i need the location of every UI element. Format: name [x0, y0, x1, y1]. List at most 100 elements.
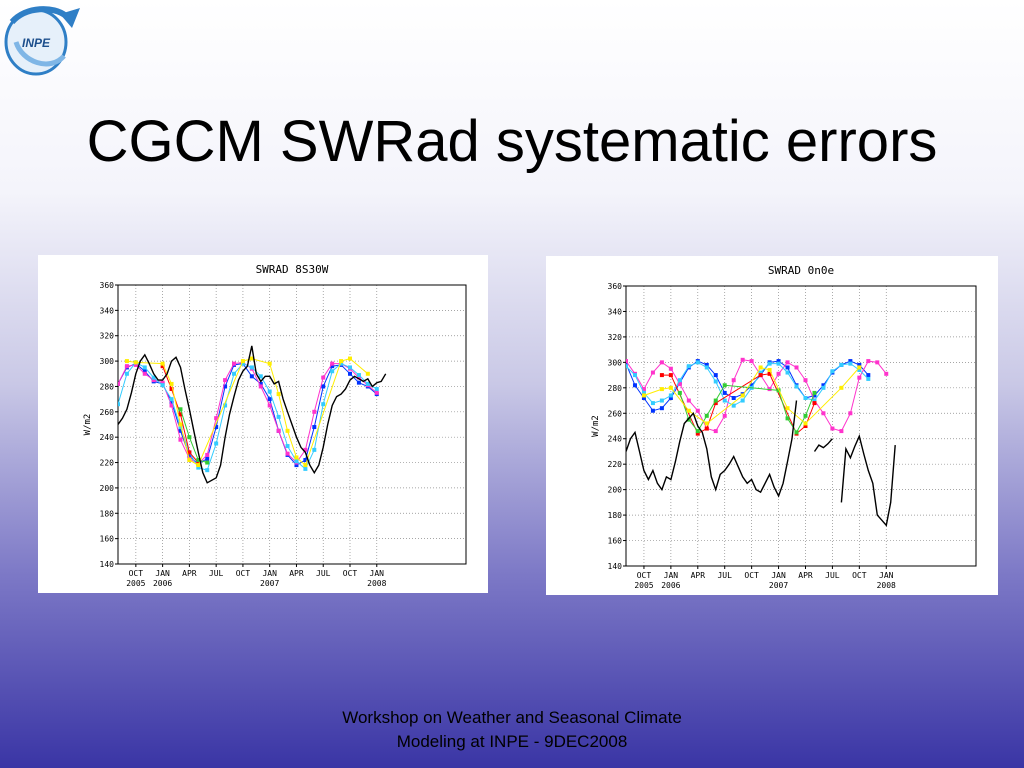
series-point-blue	[294, 463, 299, 468]
y-tick-label: 140	[100, 560, 115, 569]
series-point-magenta	[626, 359, 628, 364]
series-point-magenta	[776, 371, 781, 376]
footer-line-2: Modeling at INPE - 9DEC2008	[396, 732, 628, 751]
series-point-cyan	[713, 379, 718, 384]
series-point-magenta	[848, 411, 853, 416]
series-point-yellow	[285, 428, 290, 433]
x-tick-label: OCT	[129, 569, 144, 578]
series-point-blue	[258, 381, 263, 386]
series-point-cyan	[812, 398, 817, 403]
series-point-blue	[205, 456, 210, 461]
series-line-green	[180, 409, 208, 463]
chart-title: SWRAD 0n0e	[768, 264, 834, 277]
series-point-cyan	[258, 374, 263, 379]
series-point-magenta	[133, 362, 138, 367]
y-tick-label: 220	[100, 459, 115, 468]
series-point-cyan	[142, 365, 147, 370]
series-point-green	[713, 398, 718, 403]
y-tick-label: 300	[608, 358, 623, 367]
series-point-magenta	[118, 381, 120, 386]
x-tick-year-label: 2006	[661, 581, 680, 590]
y-tick-label: 320	[608, 333, 623, 342]
series-point-cyan	[285, 444, 290, 449]
series-point-green	[803, 413, 808, 418]
series-point-magenta	[124, 364, 129, 369]
series-point-blue	[821, 383, 826, 388]
series-point-cyan	[196, 465, 201, 470]
series-point-blue	[812, 393, 817, 398]
y-tick-label: 140	[608, 562, 623, 571]
series-point-green	[812, 390, 817, 395]
series-point-blue	[214, 425, 219, 430]
series-point-yellow	[178, 422, 183, 427]
x-tick-label: APR	[289, 569, 304, 578]
series-point-red	[767, 371, 772, 376]
footer-line-1: Workshop on Weather and Seasonal Climate	[342, 708, 682, 727]
series-point-yellow	[339, 359, 344, 364]
series-point-cyan	[321, 402, 326, 407]
x-tick-label: JAN	[664, 571, 679, 580]
y-axis-label: W/m2	[591, 415, 601, 437]
x-tick-label: JAN	[879, 571, 894, 580]
series-point-red	[704, 426, 709, 431]
series-point-cyan	[365, 381, 370, 386]
x-tick-label: OCT	[236, 569, 251, 578]
x-tick-year-label: 2005	[634, 581, 653, 590]
series-point-cyan	[776, 361, 781, 366]
series-point-cyan	[312, 447, 317, 452]
series-point-blue	[785, 365, 790, 370]
slide-title: CGCM SWRad systematic errors	[86, 109, 938, 174]
series-point-cyan	[232, 371, 236, 376]
series-point-magenta	[731, 378, 736, 383]
series-point-cyan	[659, 398, 664, 403]
series-point-blue	[866, 373, 871, 378]
series-point-yellow	[641, 393, 646, 398]
series-point-magenta	[276, 428, 281, 433]
observed-line-segment	[813, 438, 833, 452]
series-point-blue	[722, 390, 727, 395]
y-tick-label: 240	[100, 433, 115, 442]
series-point-yellow	[267, 361, 272, 366]
series-point-blue	[650, 408, 655, 413]
series-point-blue	[749, 383, 754, 388]
series-point-magenta	[205, 452, 210, 457]
series-point-red	[169, 386, 174, 391]
series-point-yellow	[668, 385, 673, 390]
x-tick-year-label: 2007	[769, 581, 788, 590]
series-point-green	[794, 430, 799, 435]
series-point-cyan	[205, 468, 210, 473]
series-point-cyan	[686, 364, 691, 369]
series-point-cyan	[695, 360, 700, 365]
series-point-cyan	[857, 368, 862, 372]
series-point-blue	[169, 399, 174, 404]
series-point-magenta	[151, 378, 156, 383]
series-point-yellow	[249, 356, 254, 361]
series-point-blue	[178, 428, 183, 433]
y-tick-label: 280	[608, 384, 623, 393]
y-tick-label: 180	[100, 509, 115, 518]
series-point-cyan	[118, 402, 120, 407]
series-point-green	[686, 417, 691, 422]
series-point-blue	[321, 384, 326, 389]
series-point-yellow	[857, 365, 862, 370]
y-tick-label: 340	[608, 307, 623, 316]
series-point-red	[187, 450, 192, 455]
series-point-cyan	[223, 403, 228, 408]
series-point-yellow	[704, 421, 709, 426]
series-point-magenta	[740, 357, 745, 362]
slide-footer: Workshop on Weather and Seasonal Climate…	[0, 706, 1024, 754]
x-tick-label: APR	[691, 571, 706, 580]
series-point-yellow	[803, 421, 808, 426]
series-point-blue	[704, 362, 709, 367]
logo-text: INPE	[22, 36, 51, 50]
y-tick-label: 320	[100, 332, 115, 341]
series-point-cyan	[214, 441, 219, 446]
series-point-yellow	[758, 365, 763, 370]
y-tick-label: 340	[100, 306, 115, 315]
series-point-magenta	[330, 361, 335, 366]
series-point-red	[160, 364, 165, 369]
series-point-red	[812, 401, 817, 406]
series-point-yellow	[169, 381, 174, 386]
series-point-magenta	[830, 426, 835, 431]
plot-frame	[625, 285, 977, 567]
